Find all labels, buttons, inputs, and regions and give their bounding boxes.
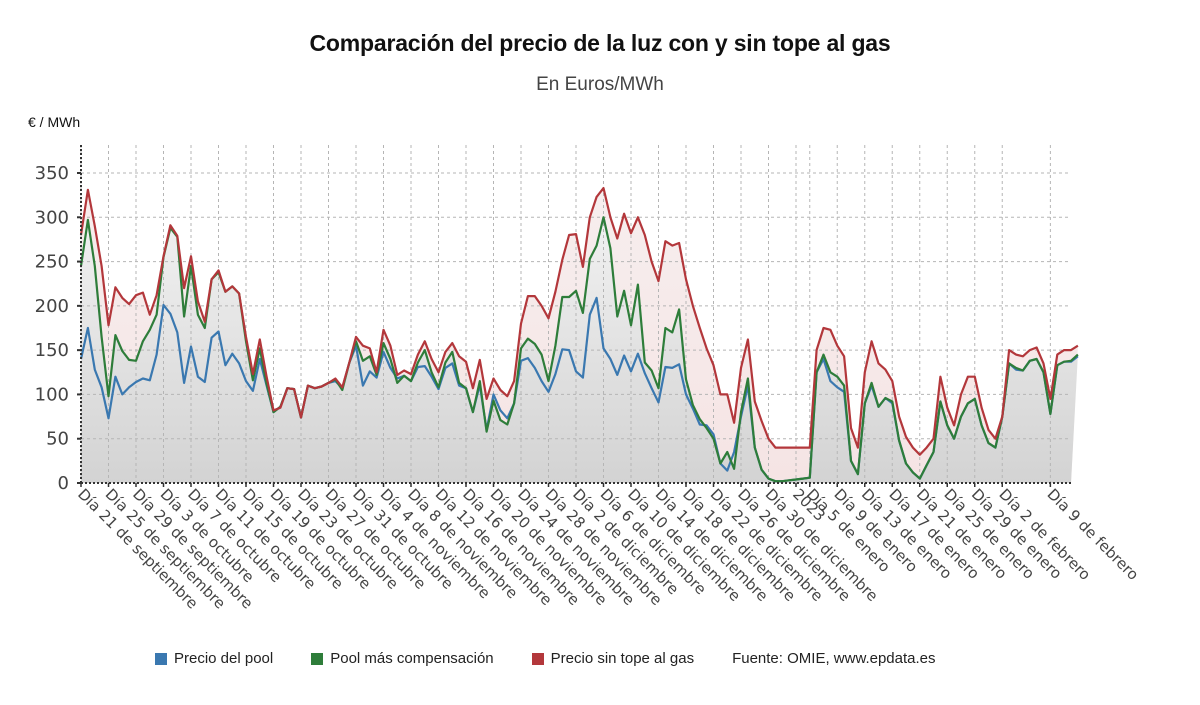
- y-axis-unit-label: € / MWh: [28, 114, 81, 130]
- y-tick-label: 300: [35, 207, 69, 228]
- legend-item-sin-tope[interactable]: Precio sin tope al gas: [531, 650, 695, 667]
- y-tick-label: 50: [46, 429, 69, 450]
- series-line-precio-sin-tope-al-gas: [79, 187, 1079, 456]
- chart-subtitle: En Euros/MWh: [536, 74, 664, 95]
- y-tick-label: 200: [35, 296, 69, 317]
- y-tick-label: 250: [35, 252, 69, 273]
- legend-swatch-green: [311, 652, 324, 665]
- series-lines: [79, 187, 1079, 483]
- legend-label: Pool más compensación: [330, 650, 494, 667]
- y-tick-label: 350: [35, 163, 69, 184]
- legend-item-pool-compensacion[interactable]: Pool más compensación: [311, 650, 494, 667]
- grid-lines: [80, 145, 1071, 483]
- legend-label: Precio del pool: [174, 650, 274, 667]
- legend-item-precio-pool[interactable]: Precio del pool: [155, 650, 273, 667]
- source-note: Fuente: OMIE, www.epdata.es: [732, 650, 936, 667]
- legend: Precio del pool Pool más compensación Pr…: [155, 650, 936, 667]
- chart-title: Comparación del precio de la luz con y s…: [309, 30, 891, 56]
- y-axis-ticks: 0 50 100 150 200 250 300 350: [35, 163, 81, 494]
- legend-swatch-blue: [155, 652, 167, 665]
- legend-label: Precio sin tope al gas: [550, 650, 695, 667]
- y-tick-label: 0: [58, 473, 69, 494]
- y-tick-label: 150: [35, 340, 69, 361]
- legend-swatch-red: [531, 652, 544, 665]
- line-chart: 0 50 100 150 200 250 300 350 Día 21 de septiemb…: [35, 145, 1142, 612]
- y-tick-label: 100: [35, 384, 69, 405]
